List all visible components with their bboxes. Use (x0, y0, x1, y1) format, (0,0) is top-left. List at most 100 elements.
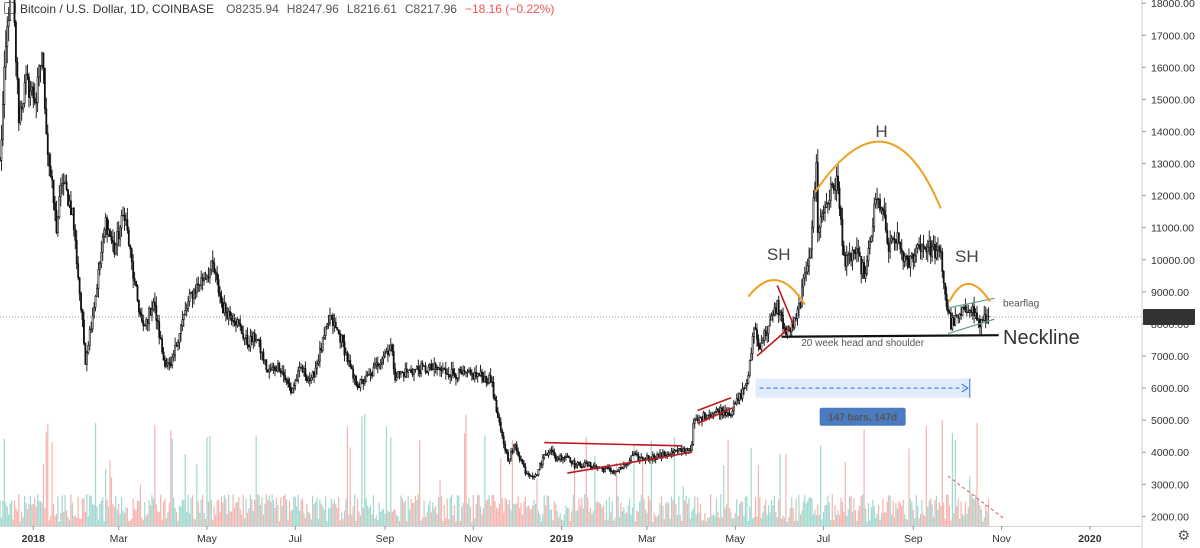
volume-bar (420, 520, 422, 526)
candle-body (356, 384, 359, 388)
candle-body (887, 242, 890, 252)
candle-body (549, 450, 551, 454)
candle-body (515, 444, 518, 452)
volume-bar (456, 495, 458, 526)
volume-bar (974, 494, 977, 526)
volume-bar (74, 515, 76, 526)
volume-bar (219, 512, 221, 526)
volume-bar (552, 520, 554, 526)
volume-bar (665, 503, 667, 526)
candle-body (573, 460, 576, 468)
volume-bar (765, 499, 767, 526)
candle-body (562, 457, 564, 461)
candle-body (72, 207, 75, 230)
symbol-title[interactable]: Bitcoin / U.S. Dollar, 1D, COINBASE (20, 2, 215, 16)
volume-bar (209, 436, 211, 526)
candle-body (288, 383, 291, 388)
volume-bar (92, 504, 94, 526)
candle-body (194, 289, 197, 294)
volume-bar (102, 497, 104, 526)
candle-body (71, 207, 74, 216)
volume-bar (505, 499, 508, 526)
y-tick-label: 15000.00 (1151, 94, 1195, 106)
candle-body (297, 370, 300, 381)
volume-bar (762, 512, 764, 526)
head-curve (814, 140, 942, 209)
volume-bar (28, 504, 30, 526)
volume-bar (423, 501, 425, 526)
candle-body (825, 203, 828, 208)
volume-bar (38, 500, 40, 526)
volume-bar (235, 502, 237, 526)
candle-body (292, 385, 295, 390)
candle-body (822, 211, 825, 214)
candle-body (133, 277, 136, 282)
volume-bar (387, 511, 389, 526)
volume-bar (18, 494, 20, 526)
candle-body (615, 470, 618, 473)
volume-bar (504, 498, 506, 526)
candle-body (442, 368, 444, 371)
gear-icon[interactable]: ⚙ (1177, 527, 1190, 543)
volume-bar (94, 422, 97, 526)
volume-bar (801, 510, 803, 526)
volume-bar (164, 499, 166, 526)
resistance-line (544, 441, 682, 447)
candle-body (860, 255, 863, 275)
volume-bar (335, 503, 337, 526)
volume-bar (135, 510, 137, 526)
x-tick-label: Mar (110, 533, 129, 545)
candle-body (662, 451, 664, 458)
candle-body (162, 351, 165, 361)
volume-bar (562, 520, 564, 526)
candle-body (240, 326, 243, 334)
candle-body (104, 217, 107, 231)
candle-body (767, 325, 770, 334)
candle-body (41, 52, 43, 66)
volume-bar (122, 510, 124, 526)
volume-bar (487, 499, 489, 526)
volume-bar (766, 514, 768, 526)
candle-body (696, 418, 699, 422)
candle-body (595, 465, 598, 468)
volume-bar (749, 506, 751, 526)
volume-bar (31, 504, 33, 526)
candle-body (611, 470, 614, 473)
volume-bar (171, 438, 173, 526)
candle-body (342, 334, 344, 343)
volume-bar (469, 507, 472, 526)
candle-body (511, 451, 514, 453)
volume-bar (959, 519, 961, 526)
candle-body (233, 320, 236, 323)
candle-body (140, 314, 143, 321)
candle-body (81, 309, 84, 321)
volume-bar (105, 468, 107, 526)
volume-bar (662, 505, 664, 526)
volume-bar (329, 507, 331, 526)
candle-body (819, 216, 822, 228)
volume-bar (77, 496, 79, 526)
candle-body (837, 175, 839, 189)
candle-body (770, 315, 773, 321)
candle-body (413, 368, 415, 375)
volume-bar (139, 484, 141, 526)
volume-bar (346, 426, 348, 526)
volume-bar (859, 505, 861, 526)
volume-bar (862, 494, 864, 526)
candle-body (908, 259, 910, 268)
volume-bar (368, 508, 370, 526)
volume-bar (272, 500, 275, 526)
candle-body (32, 86, 35, 99)
volume-bar (129, 520, 131, 526)
volume-bar (600, 503, 602, 526)
candle-body (333, 322, 336, 326)
volume-bar (204, 518, 207, 526)
volume-bar (336, 507, 338, 526)
candle-body (708, 414, 711, 416)
candle-body (761, 339, 764, 344)
volume-bar (19, 521, 21, 526)
candle-body (106, 217, 109, 235)
y-tick-label: 17000.00 (1151, 30, 1195, 42)
volume-bar (814, 509, 816, 526)
